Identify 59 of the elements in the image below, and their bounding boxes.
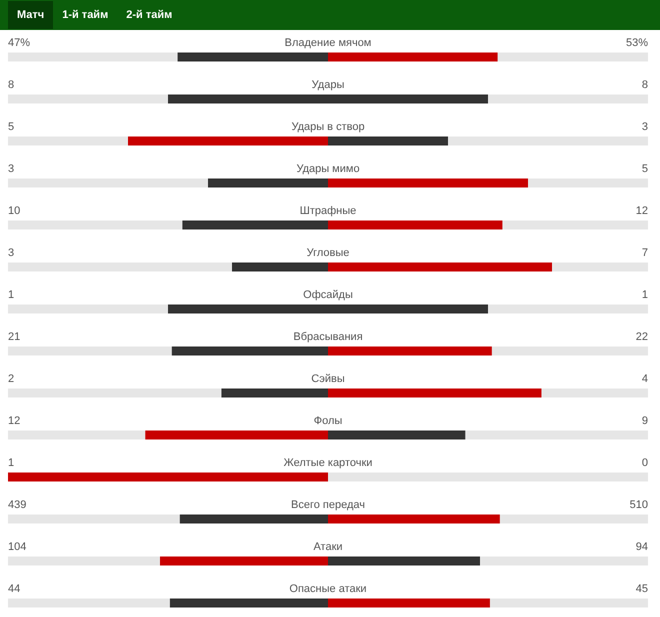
y-tick-label: Офсайды xyxy=(303,289,353,301)
y-tick-label: Атаки xyxy=(313,541,343,553)
text: 22 xyxy=(636,331,648,343)
y-tick-label: Удары в створ xyxy=(291,121,365,133)
text: 4 xyxy=(642,373,648,385)
text: 5 xyxy=(642,163,648,175)
annotation: 3 xyxy=(8,247,14,259)
text: 53% xyxy=(626,37,648,49)
y-tick-label: Удары мимо xyxy=(296,163,360,175)
text: 3 xyxy=(642,121,648,133)
annotation: 47% xyxy=(8,37,30,49)
bar xyxy=(328,514,500,524)
bar xyxy=(328,346,492,356)
text: Матч xyxy=(8,1,54,29)
y-tick-label: Вбрасывания xyxy=(293,331,363,343)
y-tick-label: Опасные атаки xyxy=(289,583,367,595)
text: 94 xyxy=(636,541,648,553)
text: 12 xyxy=(636,205,648,217)
bar xyxy=(208,178,328,188)
text: 7 xyxy=(642,247,648,259)
bar xyxy=(328,220,502,230)
annotation: 104 xyxy=(8,541,26,553)
text: 0 xyxy=(642,457,648,469)
annotation: 8 xyxy=(8,79,14,91)
annotation: 439 xyxy=(8,499,26,511)
y-tick-label: Желтые карточки xyxy=(284,457,372,469)
bar xyxy=(232,262,328,272)
bar xyxy=(170,598,328,608)
bar xyxy=(221,388,328,398)
annotation: 2 xyxy=(8,373,14,385)
y-tick-label: Удары xyxy=(312,79,344,91)
annotation: 1 xyxy=(8,457,14,469)
y-tick-label: Угловые xyxy=(306,247,350,259)
bar xyxy=(328,178,528,188)
y-tick-label: Штрафные xyxy=(300,205,356,217)
y-tick-label: Фолы xyxy=(314,415,342,427)
y-tick-label: Владение мячом xyxy=(284,37,372,49)
bar xyxy=(182,220,328,230)
bar xyxy=(172,346,328,356)
annotation: 3 xyxy=(8,163,14,175)
y-tick-label: Сэйвы xyxy=(311,373,345,385)
annotation: 12 xyxy=(8,415,20,427)
bar xyxy=(328,598,490,608)
annotation: 44 xyxy=(8,583,20,595)
bar xyxy=(180,514,328,524)
annotation: 21 xyxy=(8,331,20,343)
text: 2-й тайм xyxy=(125,8,174,23)
annotation: 1 xyxy=(8,289,14,301)
bar xyxy=(178,52,328,62)
text: 1-й тайм xyxy=(61,8,110,23)
text: 1 xyxy=(642,289,648,301)
text: 45 xyxy=(636,583,648,595)
y-tick-label: Всего передач xyxy=(291,499,365,511)
annotation: 5 xyxy=(8,121,14,133)
text: 9 xyxy=(642,415,648,427)
text: 8 xyxy=(642,79,648,91)
annotation: 10 xyxy=(8,205,20,217)
text: 510 xyxy=(630,499,648,511)
bar xyxy=(328,52,498,62)
